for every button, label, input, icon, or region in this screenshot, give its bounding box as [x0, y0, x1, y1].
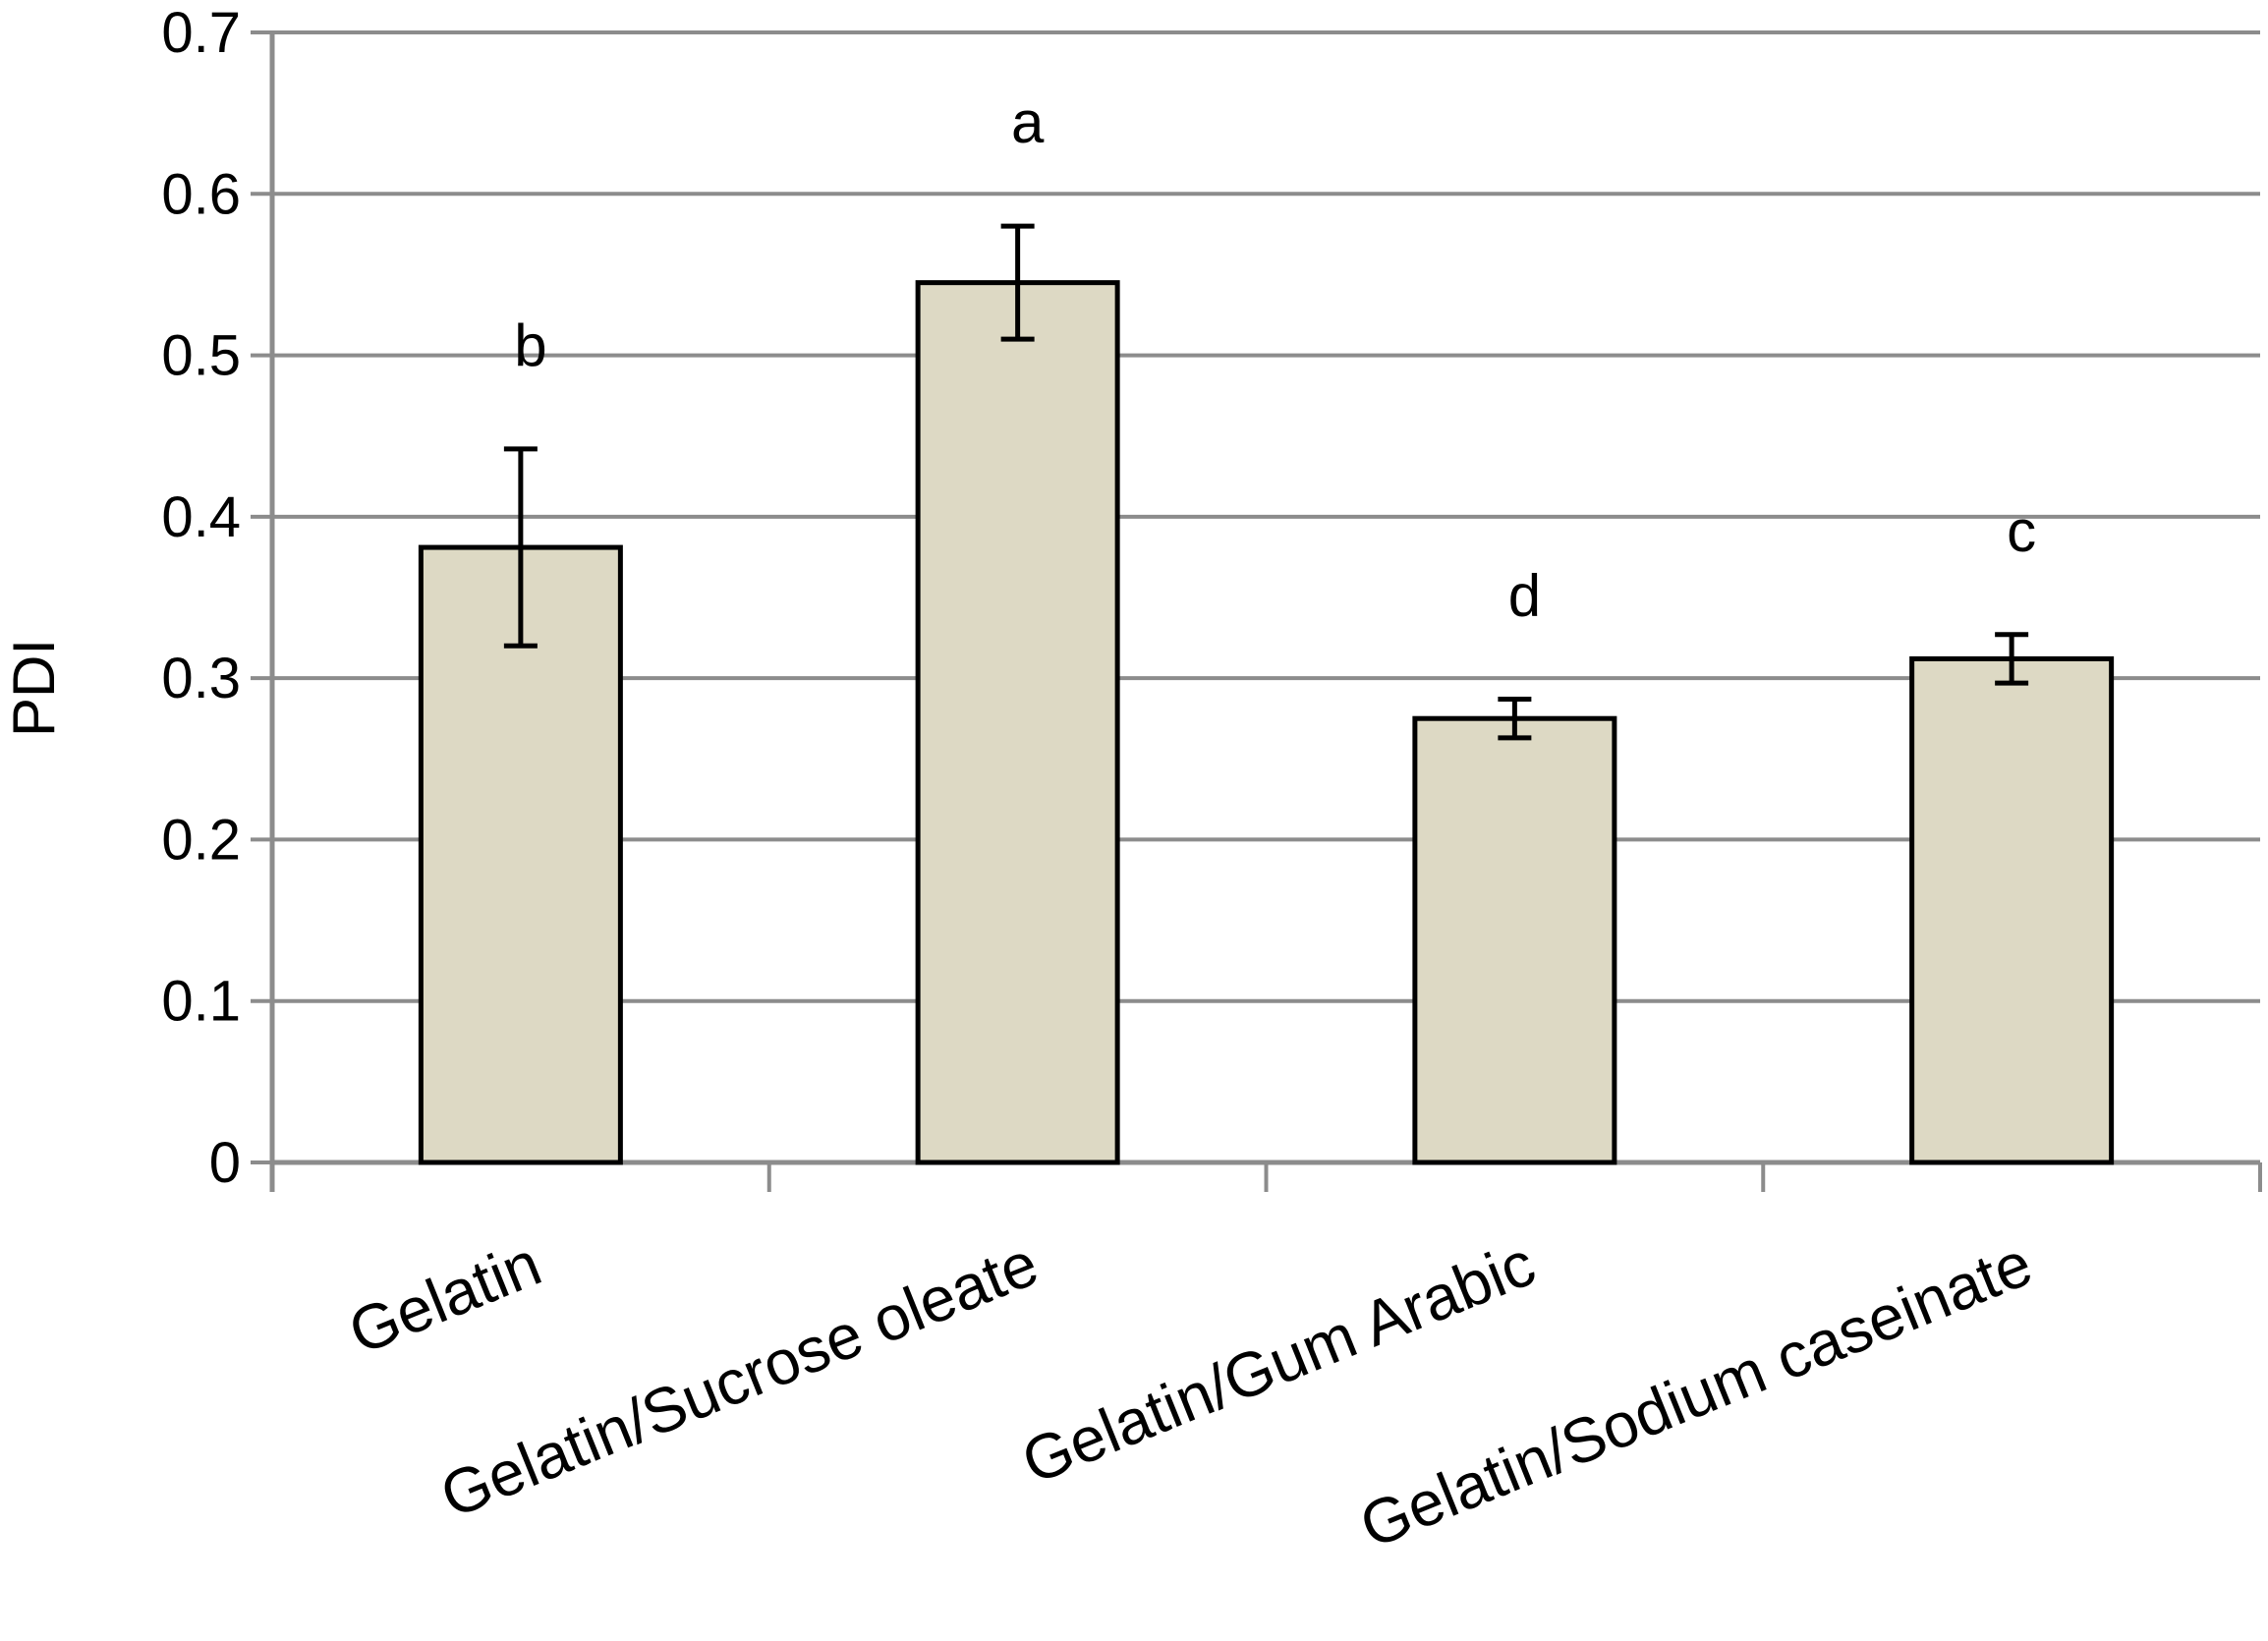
significance-letter: b	[514, 312, 546, 378]
error-bars	[503, 223, 2029, 741]
y-tick-label: 0.2	[161, 808, 241, 872]
significance-letter: d	[1508, 563, 1541, 629]
significance-letter: a	[1011, 89, 1045, 155]
bar	[1412, 715, 1617, 1165]
y-tick-label: 0.7	[161, 1, 241, 65]
bar	[1909, 655, 2115, 1165]
bar	[418, 544, 623, 1165]
bars	[418, 280, 2115, 1165]
y-axis-title: PDI	[1, 639, 67, 737]
y-tick-label: 0.4	[161, 485, 241, 549]
y-tick-label: 0.1	[161, 970, 241, 1034]
bar	[915, 280, 1120, 1165]
significance-letter: c	[2007, 498, 2036, 564]
y-tick-label: 0.5	[161, 324, 241, 388]
y-tick-label: 0.3	[161, 647, 241, 710]
x-category-label: Gelatin	[339, 1227, 550, 1368]
y-tick-label: 0	[209, 1131, 241, 1195]
y-tick-label: 0.6	[161, 162, 241, 226]
